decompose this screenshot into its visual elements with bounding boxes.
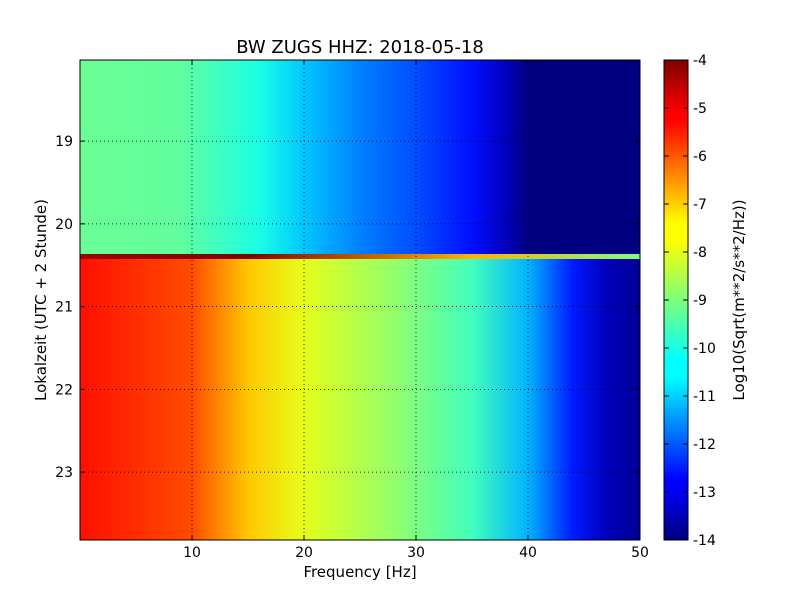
colorbar-label: Log10(Sqrt(m**2/s**2/Hz)) [730, 199, 748, 400]
spectrogram-heatmap [80, 60, 640, 540]
y-axis-ticks: 19 20 21 22 23 [55, 134, 640, 481]
grid-lines [80, 60, 640, 540]
spectrogram-region [80, 258, 640, 540]
plot-frame [79, 59, 641, 541]
y-tick-label: 21 [55, 300, 73, 316]
colorbar-tick-label: -8 [693, 245, 707, 261]
x-axis-ticks: 10 20 30 40 50 [183, 60, 649, 561]
y-tick-label: 22 [55, 382, 73, 398]
x-tick-label: 10 [183, 545, 201, 561]
x-tick-label: 50 [631, 545, 649, 561]
colorbar-tick-label: -5 [693, 101, 707, 117]
colorbar: -4 -5 -6 -7 -8 -9 -10 -11 -12 -13 -14 [663, 53, 716, 549]
x-tick-label: 30 [407, 545, 425, 561]
x-axis-label: Frequency [Hz] [303, 563, 416, 581]
colorbar-tick-label: -9 [693, 293, 707, 309]
y-axis-label: Lokalzeit (UTC + 2 Stunde) [32, 199, 50, 401]
colorbar-tick-label: -11 [693, 389, 716, 405]
colorbar-tick-label: -10 [693, 341, 716, 357]
colorbar-tick-label: -4 [693, 53, 707, 69]
colorbar-tick-label: -7 [693, 197, 707, 213]
x-tick-label: 40 [519, 545, 537, 561]
colorbar-tick-label: -13 [693, 485, 716, 501]
colorbar-ticks: -4 -5 -6 -7 -8 -9 -10 -11 -12 -13 -14 [664, 53, 716, 549]
y-tick-label: 20 [55, 217, 73, 233]
transition-band [80, 253, 640, 259]
colorbar-tick-label: -14 [693, 533, 716, 549]
spectrogram-region [80, 60, 640, 256]
colorbar-tick-label: -12 [693, 437, 716, 453]
colorbar-tick-label: -6 [693, 149, 707, 165]
y-tick-label: 23 [55, 465, 73, 481]
y-tick-label: 19 [55, 134, 73, 150]
chart-title: BW ZUGS HHZ: 2018-05-18 [236, 37, 484, 58]
x-tick-label: 20 [295, 545, 313, 561]
plot-area: 10 20 30 40 50 19 20 21 22 23 [55, 59, 649, 561]
